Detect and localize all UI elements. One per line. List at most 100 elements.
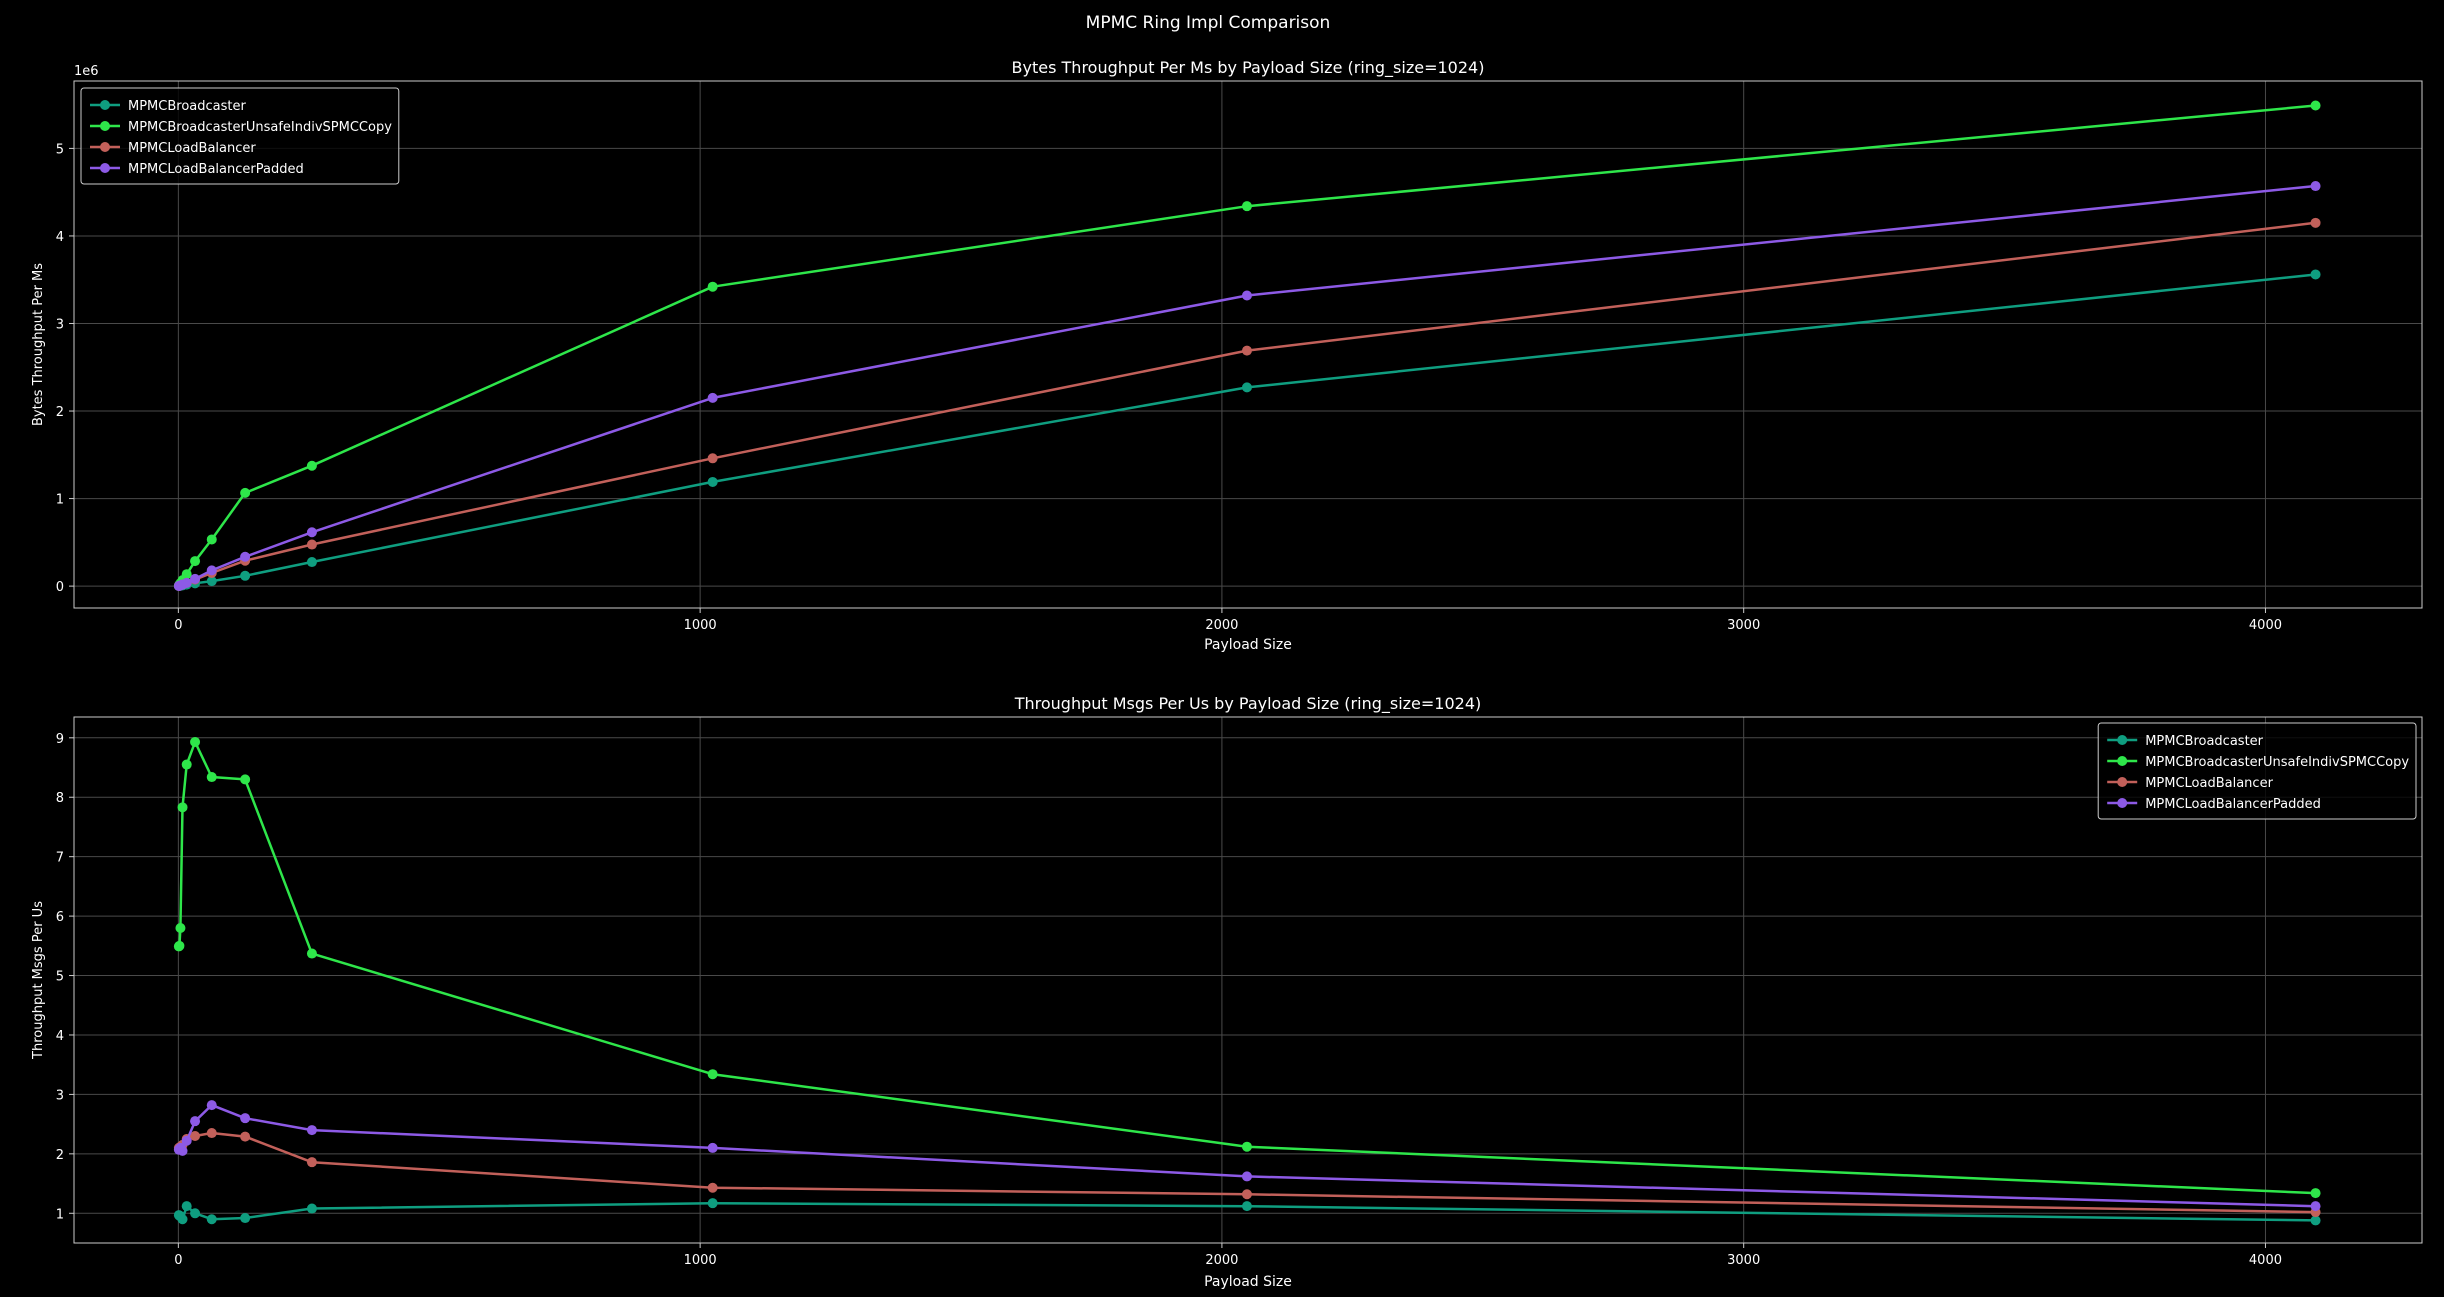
legend-swatch-marker (100, 121, 110, 131)
legend-box (2097, 722, 2417, 820)
y-tick-label: 7 (56, 851, 64, 866)
data-point (190, 556, 201, 567)
data-point (181, 1135, 192, 1146)
data-point (707, 281, 718, 292)
legend-label: MPMCLoadBalancer (2145, 776, 2273, 791)
data-point (177, 1145, 188, 1156)
x-tick-label: 4000 (2249, 1253, 2282, 1268)
data-point (206, 1128, 217, 1139)
legend-label: MPMCBroadcasterUnsafeIndivSPMCCopy (2145, 755, 2409, 770)
y-axis-label: Throughput Msgs Per Us (31, 901, 46, 1060)
legend-swatch-marker (100, 100, 110, 110)
data-point (306, 539, 317, 550)
data-point (2310, 217, 2321, 228)
data-point (206, 772, 217, 783)
data-point (206, 534, 217, 545)
y-tick-label: 5 (56, 970, 64, 985)
chart-title: Throughput Msgs Per Us by Payload Size (… (1014, 694, 1482, 714)
x-axis-label: Payload Size (1204, 1274, 1292, 1290)
y-tick-label: 8 (56, 791, 64, 806)
data-point (2310, 1215, 2321, 1226)
y-tick-label: 3 (56, 317, 64, 332)
data-point (1241, 290, 1252, 301)
y-tick-label: 3 (56, 1088, 64, 1103)
data-point (175, 922, 186, 933)
data-point (1241, 1171, 1252, 1182)
data-point (240, 1131, 251, 1142)
x-tick-label: 0 (174, 618, 182, 633)
data-point (1241, 1201, 1252, 1212)
data-point (190, 736, 201, 747)
y-tick-label: 1 (56, 1207, 64, 1222)
data-point (1241, 201, 1252, 212)
x-tick-label: 2000 (1205, 618, 1238, 633)
data-point (240, 1213, 251, 1224)
data-point (190, 1208, 201, 1219)
data-point (206, 1100, 217, 1111)
data-point (240, 570, 251, 581)
chart-title: Bytes Throughput Per Ms by Payload Size … (1012, 58, 1485, 78)
legend-box (80, 87, 400, 185)
legend-swatch-marker (100, 163, 110, 173)
plot-area (74, 81, 2422, 608)
data-point (2310, 1188, 2321, 1199)
data-point (707, 1069, 718, 1080)
data-point (306, 1157, 317, 1168)
data-point (190, 573, 201, 584)
data-point (181, 1201, 192, 1212)
data-point (707, 1182, 718, 1193)
x-tick-label: 1000 (684, 1253, 717, 1268)
legend-swatch-marker (2117, 777, 2128, 787)
data-point (707, 1142, 718, 1153)
data-point (306, 1203, 317, 1214)
y-tick-label: 2 (56, 405, 64, 420)
data-point (2310, 269, 2321, 280)
x-tick-label: 3000 (1727, 1253, 1760, 1268)
y-tick-label: 4 (56, 1029, 64, 1044)
data-point (306, 1125, 317, 1136)
data-point (174, 940, 185, 951)
data-point (306, 948, 317, 959)
data-point (206, 576, 217, 587)
data-point (2310, 1201, 2321, 1212)
data-point (177, 802, 188, 813)
legend: MPMCBroadcaster MPMCBroadcasterUnsafeIndi… (80, 87, 400, 185)
data-point (181, 577, 192, 588)
throughput-bytes-chart: 0 1000 2000 3000 4000 0 1 2 3 4 5 Bytes Throughput … (31, 58, 2423, 653)
data-point (1241, 382, 1252, 393)
data-point (1241, 1141, 1252, 1152)
data-point (206, 1214, 217, 1225)
legend-label: MPMCLoadBalancerPadded (2145, 797, 2321, 812)
data-point (2310, 100, 2321, 111)
y-tick-label: 6 (56, 910, 64, 925)
figure-suptitle: MPMC Ring Impl Comparison (1086, 13, 1331, 33)
throughput-msgs-chart: 0 1000 2000 3000 4000 1 2 3 4 5 6 7 8 9 Throughput Msg… (31, 694, 2423, 1290)
data-point (240, 487, 251, 498)
legend-swatch-marker (2117, 756, 2128, 766)
legend-swatch-marker (2117, 735, 2128, 745)
legend-label: MPMCBroadcaster (2145, 734, 2263, 749)
data-point (707, 453, 718, 464)
y-tick-label: 0 (56, 580, 64, 595)
data-point (240, 551, 251, 562)
y-tick-label: 1 (56, 493, 64, 508)
data-point (177, 1214, 188, 1225)
x-tick-label: 1000 (684, 618, 717, 633)
y-axis-label: Bytes Throughput Per Ms (31, 263, 46, 426)
data-point (181, 759, 192, 770)
x-axis-label: Payload Size (1204, 637, 1292, 653)
y-tick-label: 4 (56, 230, 64, 245)
data-point (707, 392, 718, 403)
data-point (190, 1116, 201, 1127)
data-point (240, 774, 251, 785)
plot-frame (73, 80, 2423, 609)
data-point (1241, 345, 1252, 356)
y-tick-label: 9 (56, 732, 64, 747)
legend: MPMCBroadcaster MPMCBroadcasterUnsafeIndi… (2097, 722, 2417, 820)
plot-area (74, 717, 2422, 1243)
legend-swatch-marker (100, 142, 110, 152)
data-point (190, 1131, 201, 1142)
data-point (1241, 1189, 1252, 1200)
legend-label: MPMCLoadBalancerPadded (128, 162, 304, 177)
